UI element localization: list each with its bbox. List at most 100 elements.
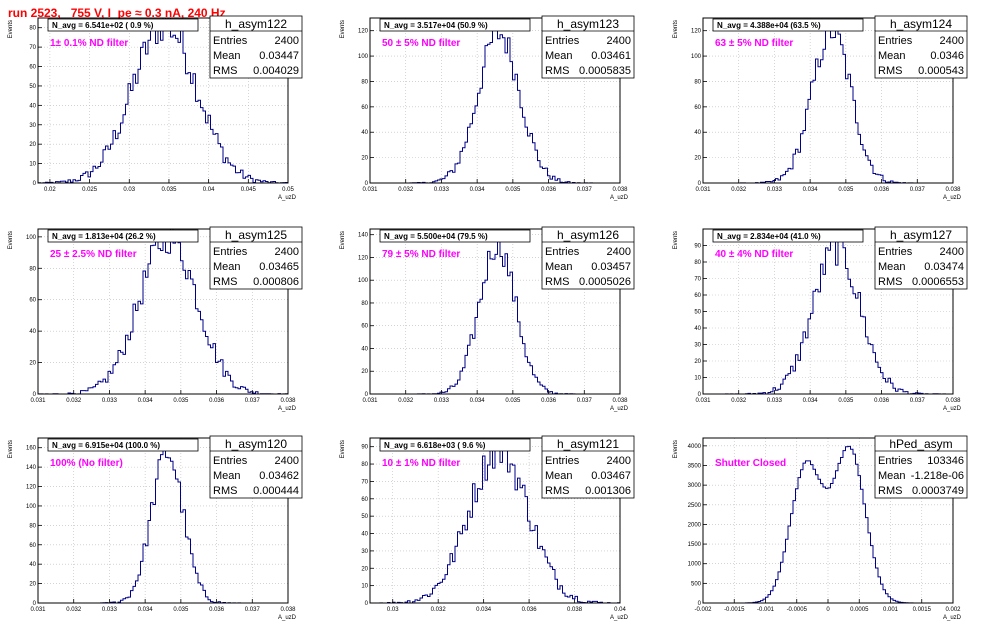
x-tick-label: 0.034 xyxy=(470,187,486,193)
stats-value-entries: 2400 xyxy=(607,455,631,467)
stats-value-rms: 0.0003749 xyxy=(912,485,964,497)
navg-label: N_avg = 6.541e+02 ( 0.9 %) xyxy=(52,21,154,30)
stats-value-mean: 0.03467 xyxy=(591,470,631,482)
y-tick-label: 60 xyxy=(361,105,368,111)
x-tick-label: 0.032 xyxy=(731,398,747,404)
x-tick-label: 0.038 xyxy=(945,187,961,193)
y-tick-label: 60 xyxy=(29,65,36,71)
filter-label: 25 ± 2.5% ND filter xyxy=(50,249,137,260)
stats-value-mean: 0.03447 xyxy=(259,50,299,62)
x-tick-label: 0.031 xyxy=(30,398,46,404)
y-tick-label: 20 xyxy=(361,566,368,572)
y-tick-label: 70 xyxy=(29,45,36,51)
stats-box xyxy=(874,435,968,499)
y-tick-label: 40 xyxy=(694,130,701,136)
x-tick-label: 0.03 xyxy=(123,187,135,193)
x-tick-label: -0.0015 xyxy=(724,607,745,613)
y-tick-label: 40 xyxy=(361,532,368,538)
x-tick-label: 0.031 xyxy=(362,398,378,404)
x-axis-title: A_uzD xyxy=(943,406,962,412)
stats-box xyxy=(541,435,635,499)
histogram-pad-hPed_asym: -0.002 -0.0015 -0.001 -0.0005 0 0.0005 0.001 0.… xyxy=(673,435,968,621)
stats-value-rms: 0.000806 xyxy=(253,276,299,288)
stats-key-mean: Mean xyxy=(545,261,573,273)
x-tick-label: 0.033 xyxy=(434,398,450,404)
y-tick-label: 140 xyxy=(358,233,369,239)
x-tick-label: 0.031 xyxy=(695,398,711,404)
y-tick-label: 10 xyxy=(694,376,701,382)
y-tick-label: 20 xyxy=(361,369,368,375)
stats-value-mean: 0.03457 xyxy=(591,261,631,273)
histogram-pad-h_asym127: 0.031 0.032 0.033 0.034 0.035 0.036 0.037 0.038… xyxy=(673,226,968,412)
filter-label: Shutter Closed xyxy=(715,458,786,469)
x-tick-label: 0.037 xyxy=(245,398,261,404)
x-tick-label: 0.04 xyxy=(203,187,215,193)
y-tick-label: 3000 xyxy=(688,483,702,489)
x-tick-label: 0.033 xyxy=(102,398,118,404)
histogram-line xyxy=(370,439,620,604)
x-axis-title: A_uzD xyxy=(278,406,297,412)
y-tick-label: 10 xyxy=(361,584,368,590)
stats-value-rms: 0.000543 xyxy=(918,65,964,77)
histogram-line xyxy=(37,17,288,184)
stats-value-mean: 0.0346 xyxy=(930,50,964,62)
navg-box xyxy=(47,229,199,243)
stats-box xyxy=(209,226,303,290)
histogram-pad-h_asym125: 0.031 0.032 0.033 0.034 0.035 0.036 0.037 0.038… xyxy=(8,226,303,412)
stats-key-rms: RMS xyxy=(878,485,902,497)
histogram-pad-h_asym122: 0.02 0.025 0.03 0.035 0.04 0.045 0.05 0 10 20 30 40… xyxy=(8,15,303,201)
y-tick-label: 0 xyxy=(365,181,369,187)
stats-value-mean: 0.03474 xyxy=(924,261,964,273)
x-tick-label: 0.038 xyxy=(280,398,296,404)
y-tick-label: 20 xyxy=(694,156,701,162)
y-tick-label: 80 xyxy=(361,79,368,85)
y-tick-label: 120 xyxy=(691,29,702,35)
x-tick-label: 0.05 xyxy=(282,187,294,193)
x-tick-label: 0.036 xyxy=(541,398,557,404)
y-axis-title: Events xyxy=(340,440,346,458)
x-tick-label: 0.034 xyxy=(138,398,154,404)
y-tick-label: 20 xyxy=(29,582,36,588)
x-tick-label: 0.034 xyxy=(470,398,486,404)
y-tick-label: 90 xyxy=(694,244,701,250)
plot-frame xyxy=(37,228,289,395)
y-tick-label: 30 xyxy=(694,343,701,349)
stats-value-mean: 0.03465 xyxy=(259,261,299,273)
x-tick-label: 0.04 xyxy=(614,607,626,613)
y-tick-label: 140 xyxy=(26,465,37,471)
filter-label: 1± 0.1% ND filter xyxy=(50,38,128,49)
y-axis-title: Events xyxy=(673,440,679,458)
y-axis-title: Events xyxy=(673,20,679,38)
y-tick-label: 50 xyxy=(361,514,368,520)
y-tick-label: 4000 xyxy=(688,444,702,450)
stats-key-mean: Mean xyxy=(878,50,906,62)
x-tick-label: 0.034 xyxy=(476,607,492,613)
navg-box xyxy=(47,18,199,32)
x-tick-label: 0.035 xyxy=(838,398,854,404)
x-axis-title: A_uzD xyxy=(943,615,962,621)
y-tick-label: 1000 xyxy=(688,562,702,568)
y-tick-label: 70 xyxy=(694,277,701,283)
histogram-pad-h_asym120: 0.031 0.032 0.033 0.034 0.035 0.036 0.037 0.038… xyxy=(8,435,303,621)
y-tick-label: 30 xyxy=(29,123,36,129)
y-tick-label: 60 xyxy=(694,105,701,111)
stats-value-rms: 0.001306 xyxy=(585,485,631,497)
histogram-pad-h_asym121: 0.03 0.032 0.034 0.036 0.038 0.04 0 10 20 30 40 50 6… xyxy=(340,435,635,621)
y-tick-label: 40 xyxy=(29,103,36,109)
y-tick-label: 40 xyxy=(361,346,368,352)
x-tick-label: 0.032 xyxy=(398,398,414,404)
filter-label: 50 ± 5% ND filter xyxy=(382,38,460,49)
y-tick-label: 60 xyxy=(361,324,368,330)
y-tick-label: 30 xyxy=(361,549,368,555)
x-tick-label: -0.002 xyxy=(694,607,712,613)
navg-label: N_avg = 3.517e+04 (50.9 %) xyxy=(384,21,488,30)
y-tick-label: 60 xyxy=(694,293,701,299)
y-tick-label: 80 xyxy=(361,301,368,307)
navg-label: N_avg = 6.915e+04 (100.0 %) xyxy=(52,441,160,450)
y-tick-label: 50 xyxy=(694,310,701,316)
y-tick-label: 120 xyxy=(26,485,37,491)
y-axis-title: Events xyxy=(8,20,14,38)
y-tick-label: 1500 xyxy=(688,542,702,548)
x-axis-title: A_uzD xyxy=(610,406,629,412)
stats-key-mean: Mean xyxy=(545,50,573,62)
